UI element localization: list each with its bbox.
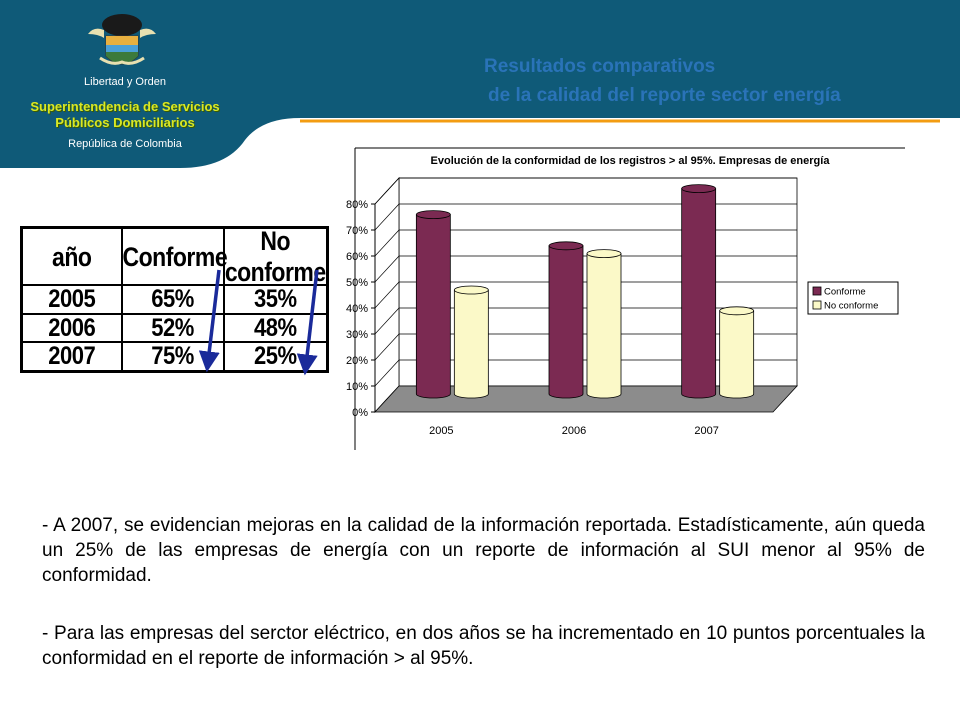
chart-legend: Conforme No conforme <box>807 281 899 315</box>
x-tick-label: 2007 <box>694 425 718 437</box>
page-title-line2: de la calidad del reporte sector energía <box>488 85 841 106</box>
x-tick-label: 2005 <box>429 425 453 437</box>
chart-y-axis: 0% 10% 20% 30% 40% 50% 60% 70% 80% <box>346 199 376 419</box>
finding-paragraph-1: - A 2007, se evidencian mejoras en la ca… <box>42 515 925 586</box>
legend-box <box>807 281 899 315</box>
bar-no-conforme-2006 <box>586 249 622 399</box>
bar-top <box>453 285 489 295</box>
bar-top <box>586 249 622 259</box>
chart-gridline <box>374 307 797 335</box>
y-tick-label: 80% <box>346 199 368 211</box>
y-tick-label: 50% <box>346 277 368 289</box>
y-tick-label: 20% <box>346 355 368 367</box>
bar-conforme-2005 <box>415 210 451 399</box>
bar-conforme-2006 <box>548 241 584 399</box>
table-header-cell: año <box>20 222 123 291</box>
bar-no-conforme-2007 <box>719 306 755 399</box>
bar-conforme-2007 <box>681 184 717 399</box>
chart-gridline <box>374 229 797 257</box>
chart-gridline <box>374 177 797 205</box>
legend-swatch-no-conforme <box>812 300 822 310</box>
y-tick-label: 0% <box>352 407 368 419</box>
table-cell: 2007 <box>20 339 123 375</box>
org-name-line1: Superintendencia de Servicios <box>30 99 220 114</box>
y-tick-label: 10% <box>346 381 368 393</box>
table-header-row: año Conforme No conforme <box>20 222 329 291</box>
x-tick-label: 2006 <box>562 425 586 437</box>
y-tick-label: 40% <box>346 303 368 315</box>
bar-no-conforme-2005 <box>453 285 489 399</box>
legend-label-conforme: Conforme <box>824 287 866 298</box>
coat-of-arms-icon <box>88 14 156 65</box>
page-title-line1: Resultados comparativos <box>484 56 716 77</box>
legend-label-no-conforme: No conforme <box>824 301 878 312</box>
bar-top <box>681 184 717 194</box>
y-tick-label: 30% <box>346 329 368 341</box>
header-band-shape <box>0 0 960 168</box>
chart-bars <box>415 184 755 399</box>
motto-text: Libertad y Orden <box>84 76 166 88</box>
chart-gridline <box>374 203 797 231</box>
chart-gridline <box>374 333 797 361</box>
y-tick-label: 70% <box>346 225 368 237</box>
bar-top <box>415 210 451 220</box>
chart-x-axis: 2005 2006 2007 <box>429 425 719 437</box>
chart-gridline <box>374 359 797 387</box>
bar-top <box>719 306 755 316</box>
org-name-line2: Públicos Domiciliarios <box>55 115 195 130</box>
chart-gridline <box>374 255 797 283</box>
chart-gridline <box>374 281 797 309</box>
finding-paragraph-2: - Para las empresas del serctor eléctric… <box>42 623 925 669</box>
y-tick-label: 60% <box>346 251 368 263</box>
legend-swatch-conforme <box>812 286 822 296</box>
country-text: República de Colombia <box>68 138 182 150</box>
chart-title: Evolución de la conformidad de los regis… <box>431 155 831 167</box>
header-band <box>0 0 960 168</box>
bar-top <box>548 241 584 251</box>
